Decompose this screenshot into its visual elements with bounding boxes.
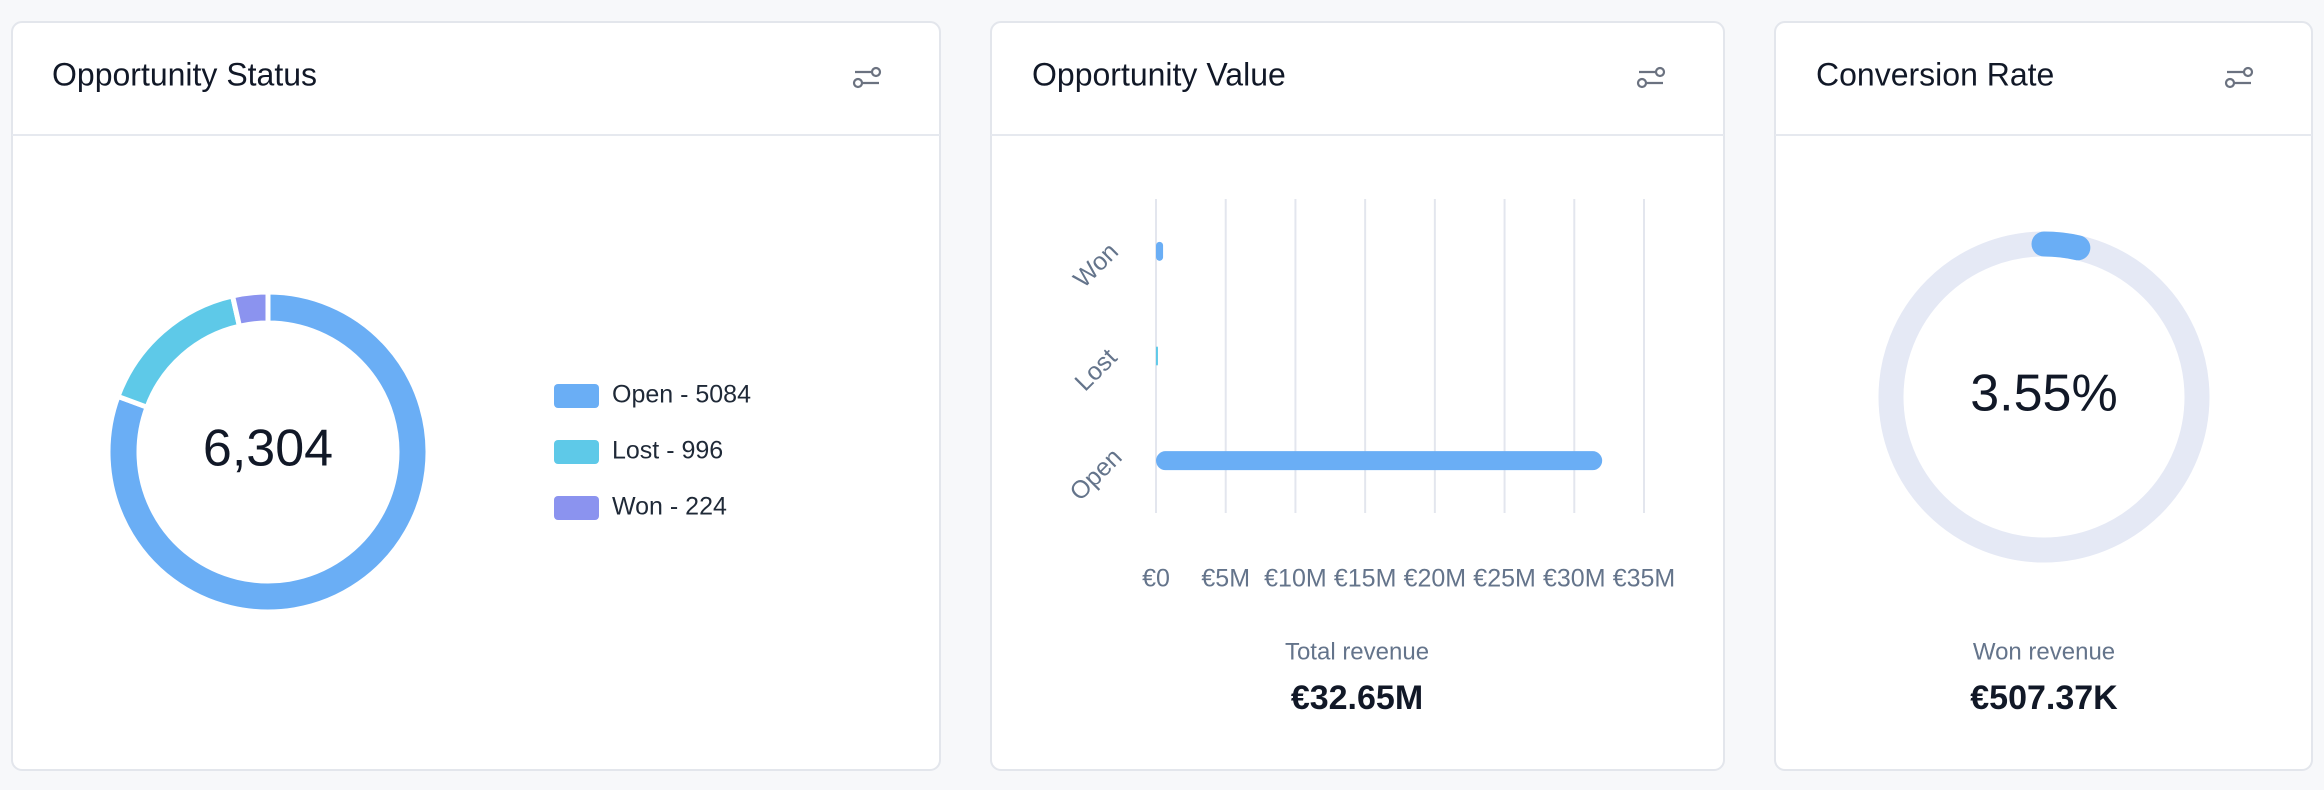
x-tick-label: €15M (1334, 565, 1397, 593)
annotation: Total revenue (1285, 638, 1429, 665)
filter-button[interactable] (852, 66, 882, 89)
x-tick-label: €25M (1473, 565, 1536, 593)
bar (1156, 346, 1158, 366)
annotation-value: €507.37K (1970, 679, 2118, 717)
bar (1156, 241, 1164, 261)
x-tick-label: €20M (1404, 565, 1467, 593)
x-tick-label: €30M (1543, 565, 1606, 593)
pie-slice (230, 289, 271, 329)
annotation-value: €32.65M (1291, 679, 1423, 717)
filter-button[interactable] (2224, 66, 2254, 89)
center-label: 6,304 (203, 420, 333, 478)
card: Conversion Rate (1774, 21, 2313, 771)
card: Opportunity Value (990, 21, 1725, 771)
legend-label: Open - 5084 (612, 381, 751, 409)
card-title: Conversion Rate (1816, 56, 2054, 92)
filter-button[interactable] (1636, 66, 1666, 89)
legend-swatch (554, 496, 599, 520)
card-box (990, 21, 1725, 771)
annotation: Won revenue (1973, 638, 2115, 665)
x-tick-label: €10M (1264, 565, 1327, 593)
card-box (1774, 21, 2313, 771)
bar (1156, 451, 1603, 471)
legend-label: Won - 224 (612, 493, 727, 521)
legend-swatch (554, 384, 599, 408)
legend-swatch (554, 440, 599, 464)
gauge-arc (2031, 231, 2091, 261)
pie-slice (105, 289, 431, 615)
card-title: Opportunity Value (1032, 56, 1286, 92)
card-title: Opportunity Status (52, 56, 317, 92)
x-tick-label: €0 (1142, 565, 1170, 593)
x-tick-label: €35M (1613, 565, 1676, 593)
x-tick-label: €5M (1201, 565, 1250, 593)
gauge-label: 3.55% (1970, 365, 2117, 423)
legend-label: Lost - 996 (612, 437, 723, 465)
